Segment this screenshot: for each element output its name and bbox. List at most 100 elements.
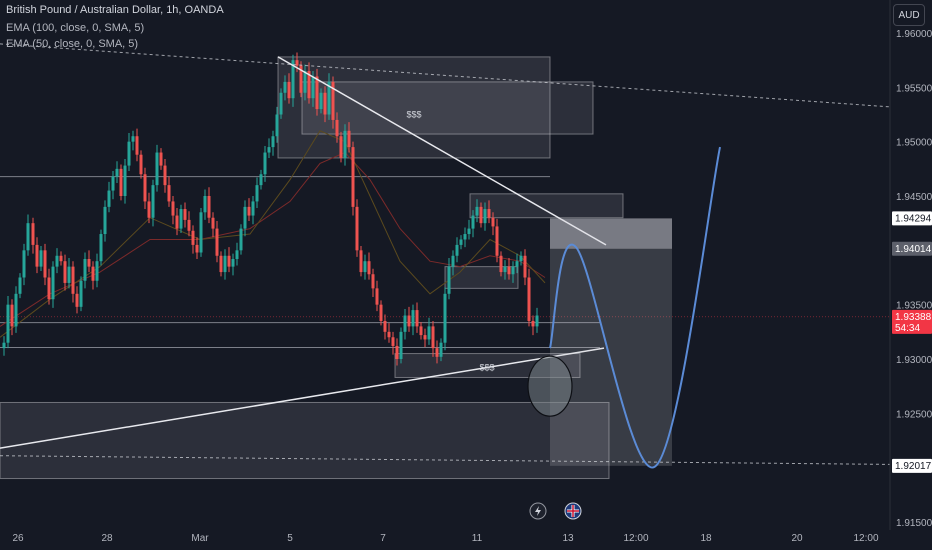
price-label: 1.92017 (895, 461, 932, 472)
price-label-bg (892, 211, 932, 226)
countdown-label: 54:34 (895, 323, 920, 334)
candle-body (259, 174, 263, 186)
ema-100-legend[interactable]: EMA (100, close, 0, SMA, 5) (6, 22, 145, 34)
candle-body (375, 288, 379, 305)
candle-body (331, 81, 335, 120)
upper-dashed-trendline[interactable] (0, 43, 891, 108)
candle-body (435, 348, 439, 357)
candle-body (455, 244, 459, 256)
candle-body (147, 201, 151, 218)
candle-body (395, 345, 399, 359)
candle-body (211, 217, 215, 229)
currency-button[interactable]: AUD (893, 4, 925, 26)
candle-body (459, 239, 463, 245)
candle-body (367, 261, 371, 275)
uk-flag-icon[interactable] (564, 502, 582, 520)
candle-body (231, 259, 235, 267)
candle-body (239, 228, 243, 251)
candle-body (319, 92, 323, 110)
candle-body (475, 206, 479, 216)
candle-body (299, 65, 303, 93)
candle-body (491, 217, 495, 227)
candle-body (43, 250, 47, 278)
x-tick-label: 26 (12, 533, 24, 544)
candle-body (503, 266, 507, 273)
descending-trendline[interactable] (277, 56, 607, 246)
entry-price-label: 1.94014 (895, 244, 932, 255)
candle-body (343, 130, 347, 158)
candle-body (359, 250, 363, 273)
candle-body (315, 76, 319, 110)
upper-liquidity-zone[interactable] (301, 81, 594, 135)
candle-body (159, 152, 163, 166)
highlight-circle[interactable] (527, 355, 573, 417)
candle-body (227, 255, 231, 267)
candle-body (419, 326, 423, 336)
candle-body (155, 152, 159, 186)
chart-title: British Pound / Australian Dollar, 1h, O… (6, 4, 224, 16)
candle-body (179, 209, 183, 229)
lightning-icon[interactable] (529, 502, 547, 520)
position-stop-zone[interactable] (550, 218, 672, 249)
candle-body (207, 196, 211, 218)
candle-body (535, 315, 539, 327)
projection-path[interactable] (549, 146, 721, 469)
ema-100-line (0, 151, 546, 327)
large-demand-zone[interactable] (0, 401, 610, 480)
candle-body (387, 331, 391, 338)
candle-body (311, 76, 315, 99)
candle-body (523, 255, 527, 278)
candle-body (18, 277, 22, 294)
candle-body (63, 261, 67, 283)
candle-body (6, 304, 10, 343)
candle-body (14, 293, 18, 327)
candle-body (287, 81, 291, 99)
ascending-trendline[interactable] (0, 347, 605, 449)
candle-body (339, 136, 343, 158)
mid-supply-zone[interactable] (469, 193, 624, 219)
target-dashed-line[interactable] (0, 455, 891, 465)
ema-50-line (0, 130, 546, 338)
candle-body (111, 176, 115, 191)
candle-body (191, 230, 195, 245)
ema-50-legend[interactable]: EMA (50, close, 0, SMA, 5) (6, 38, 139, 50)
candle-body (139, 154, 143, 175)
candle-body (123, 165, 127, 196)
candle-body (143, 174, 147, 202)
position-target-zone[interactable] (550, 248, 672, 466)
candle-body (411, 310, 415, 327)
candle-body (243, 206, 247, 229)
candle-body (443, 293, 447, 343)
candle-body (471, 215, 475, 229)
candle-body (451, 255, 455, 267)
candle-body (423, 335, 427, 340)
candle-body (51, 266, 55, 300)
candle-body (203, 196, 207, 213)
candle-body (515, 261, 519, 267)
candle-body (183, 209, 187, 220)
candle-body (235, 250, 239, 260)
candle-body (26, 223, 30, 251)
candle-body (22, 250, 26, 278)
candle-body (199, 212, 203, 253)
candle-body (483, 209, 487, 224)
candle-body (55, 255, 59, 267)
candle-body (307, 71, 311, 99)
candle-body (115, 168, 119, 177)
y-tick-label: 1.95500 (896, 83, 932, 94)
upper-supply-zone[interactable] (277, 56, 551, 159)
candle-body (407, 315, 411, 327)
small-demand-zone[interactable] (444, 266, 519, 289)
candle-body (335, 119, 339, 137)
candle-body (447, 266, 451, 294)
candle-body (87, 259, 91, 267)
candle-body (431, 326, 435, 349)
y-tick-label: 1.92500 (896, 409, 932, 420)
candle-body (327, 81, 331, 115)
candle-body (171, 201, 175, 216)
candle-body (2, 342, 6, 349)
candle-body (383, 320, 387, 332)
candle-body (427, 326, 431, 340)
candle-body (303, 71, 307, 93)
